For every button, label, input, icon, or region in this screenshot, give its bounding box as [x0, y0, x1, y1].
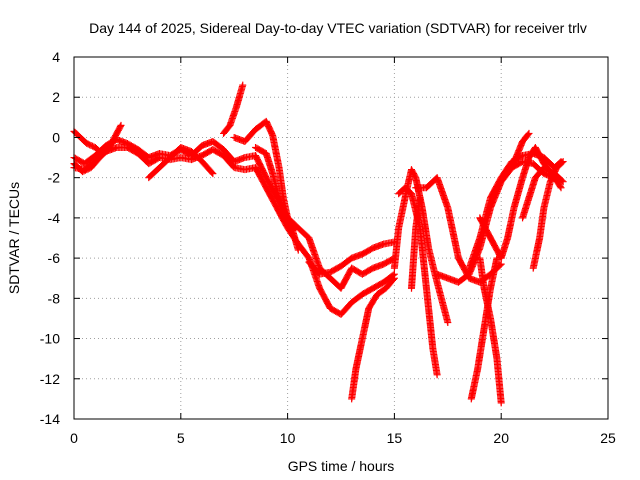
data-point [476, 254, 484, 262]
y-tick-label: -2 [48, 170, 61, 186]
data-point [558, 177, 566, 185]
data-point [524, 131, 532, 139]
x-tick-label: 25 [600, 430, 616, 446]
y-tick-label: 4 [52, 49, 60, 65]
data-point [525, 129, 533, 137]
data-series [70, 121, 125, 176]
data-series [476, 254, 505, 407]
data-series [476, 144, 565, 262]
data-point [390, 274, 398, 282]
x-tick-label: 15 [387, 430, 403, 446]
data-series [220, 81, 247, 137]
data-point [117, 121, 125, 129]
x-tick-label: 5 [177, 430, 185, 446]
data-point [209, 170, 217, 178]
data-series [145, 144, 217, 182]
data-point [389, 275, 397, 283]
x-tick-label: 10 [280, 430, 296, 446]
y-tick-label: -4 [48, 210, 61, 226]
data-point [557, 184, 565, 192]
data-series [412, 174, 505, 286]
y-tick-label: 2 [52, 89, 60, 105]
data-series [70, 135, 398, 292]
y-tick-label: -14 [40, 411, 60, 427]
data-series [519, 164, 567, 222]
data-series [390, 166, 452, 326]
data-series [70, 144, 398, 318]
data-point [416, 194, 424, 202]
data-point [239, 81, 247, 89]
y-tick-label: -12 [40, 371, 60, 387]
data-point [558, 159, 566, 167]
data-point [208, 169, 216, 177]
chart-grid [74, 57, 608, 419]
y-tick-label: -8 [48, 290, 61, 306]
data-point [294, 246, 302, 254]
data-series [508, 129, 533, 172]
data-series [252, 144, 302, 254]
data-point [444, 318, 452, 326]
x-axis-label: GPS time / hours [288, 458, 395, 474]
y-axis-label: SDTVAR / TECUs [6, 182, 22, 294]
chart-ticks [73, 56, 609, 420]
chart-marks [70, 81, 567, 407]
data-series [407, 194, 424, 292]
x-tick-label: 20 [493, 430, 509, 446]
data-point [433, 371, 441, 379]
data-point [556, 182, 564, 190]
chart-title: Day 144 of 2025, Sidereal Day-to-day VTE… [89, 20, 587, 36]
data-series [348, 274, 398, 403]
x-tick-label: 0 [70, 430, 78, 446]
plot-frame [73, 56, 609, 420]
data-point [559, 158, 567, 166]
data-series [305, 238, 398, 278]
y-tick-label: 0 [52, 129, 60, 145]
y-tick-label: -6 [48, 250, 61, 266]
y-tick-label: -10 [40, 331, 60, 347]
data-point [559, 178, 567, 186]
data-point [116, 123, 124, 131]
